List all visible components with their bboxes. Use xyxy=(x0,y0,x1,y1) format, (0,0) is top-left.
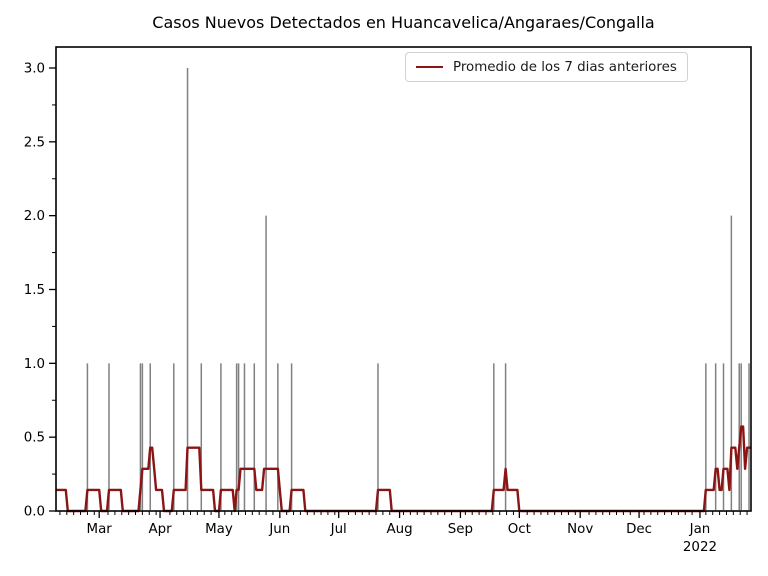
x-tick-label: Apr xyxy=(148,522,172,537)
x-tick-label: Dec xyxy=(626,522,652,537)
y-tick-label: 0.0 xyxy=(24,505,45,520)
y-tick-label: 2.0 xyxy=(24,209,45,224)
y-tick-label: 3.0 xyxy=(24,62,45,77)
x-tick-label: Sep xyxy=(448,522,473,537)
legend-label: Promedio de los 7 dias anteriores xyxy=(453,59,677,75)
y-axis: 0.0 0.5 1.0 1.5 2.0 2.5 3.0 xyxy=(24,62,56,520)
average-line xyxy=(56,425,751,513)
y-tick-label: 2.5 xyxy=(24,135,45,150)
y-tick-label: 1.0 xyxy=(24,357,45,372)
x-tick-label: Aug xyxy=(386,522,412,537)
x-tick-label: May xyxy=(205,522,233,537)
plot-frame xyxy=(55,46,752,512)
plot-frame-layer xyxy=(55,46,752,512)
legend-line-sample xyxy=(416,66,443,68)
x-tick-label: Jun xyxy=(268,522,290,537)
x-tick-label: Mar xyxy=(87,522,113,537)
x-tick-label: Oct xyxy=(508,522,531,537)
chart-title: Casos Nuevos Detectados en Huancavelica/… xyxy=(152,13,655,32)
x-year-label: 2022 xyxy=(683,540,717,555)
legend: Promedio de los 7 dias anteriores xyxy=(405,52,688,82)
x-tick-label: Jan xyxy=(689,522,711,537)
y-tick-label: 1.5 xyxy=(24,283,45,298)
x-axis: Mar Apr May Jun Jul Aug Sep Oct Nov Dec Jan 2022 xyxy=(59,511,748,555)
x-tick-label: Nov xyxy=(567,522,593,537)
x-tick-label: Jul xyxy=(330,522,347,537)
case-spikes-layer xyxy=(86,68,750,510)
y-tick-label: 0.5 xyxy=(24,431,45,446)
average-line-layer xyxy=(56,425,751,513)
